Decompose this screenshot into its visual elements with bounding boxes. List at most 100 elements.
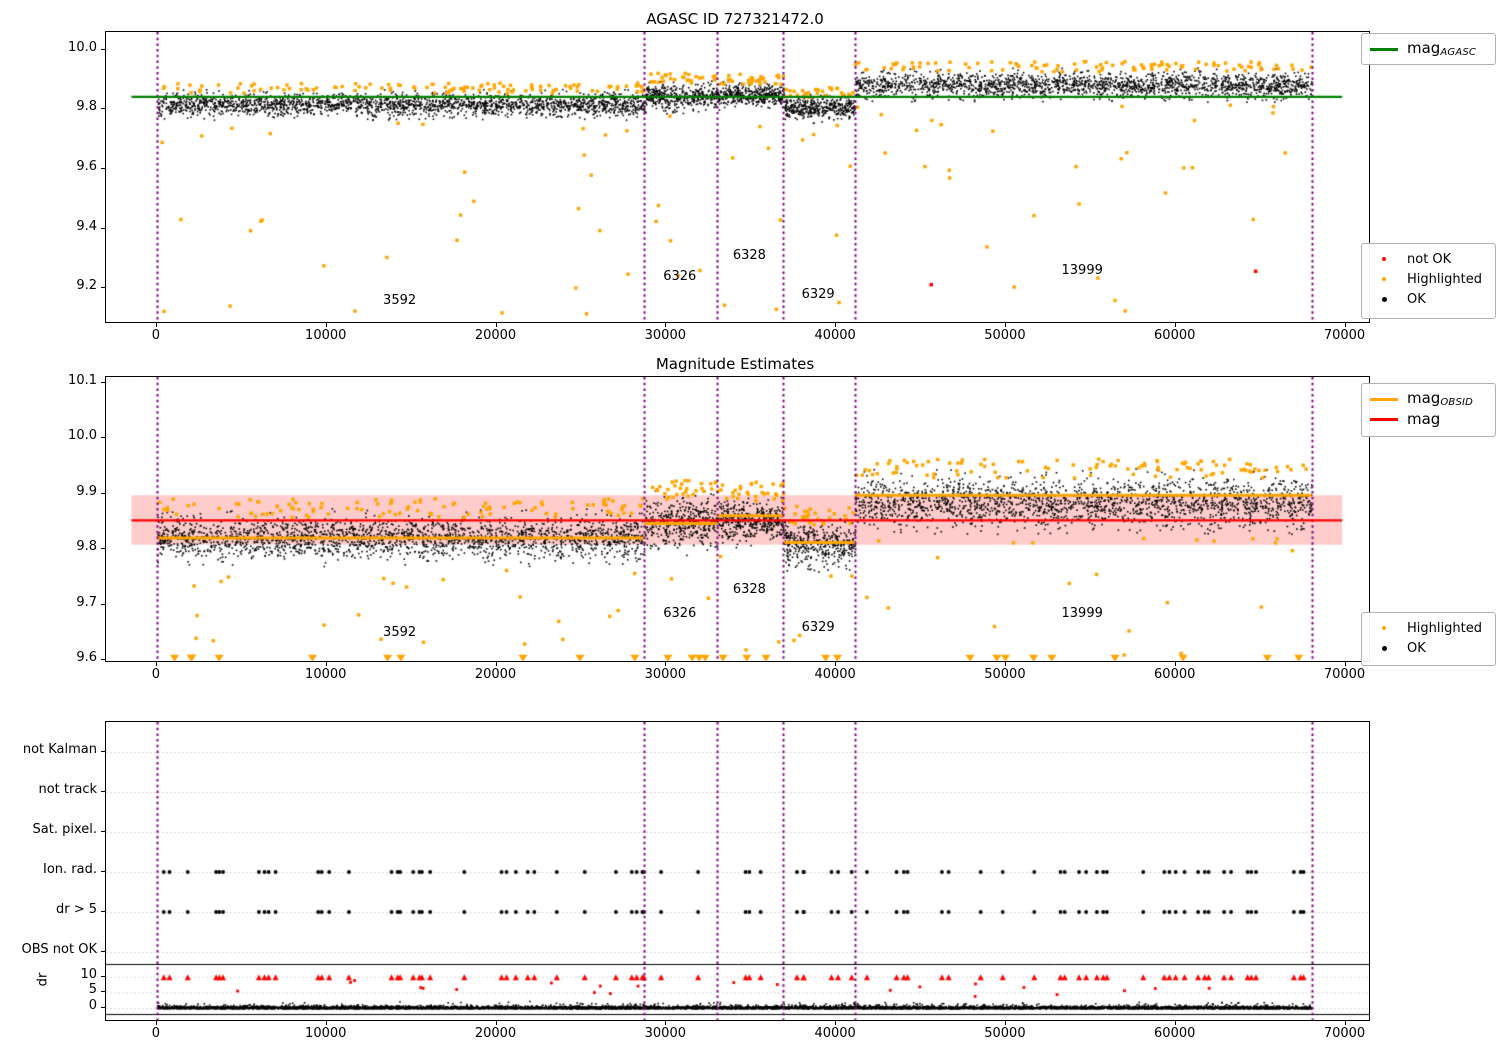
panel3-flag-label: OBS not OK: [21, 942, 98, 957]
panel1-obsid-label: 13999: [1061, 263, 1103, 279]
panel3-dr-ytick-mark: [101, 1007, 105, 1008]
panel3-axes: [105, 721, 1370, 1021]
panel3-xtick-mark: [155, 1021, 157, 1025]
panel2-xtick-mark: [1344, 662, 1346, 666]
panel1-ytick-mark: [101, 108, 105, 110]
panel1-xtick-mark: [1344, 323, 1346, 327]
panel1-axes: [105, 31, 1370, 323]
panel1-obsid-label: 6328: [732, 248, 766, 264]
panel1-legend-markers[interactable]: not OK Highlighted OK: [1361, 243, 1496, 319]
panel2-xtick-label: 40000: [814, 667, 856, 682]
legend-label-mag: mag: [1407, 410, 1441, 428]
panel1-ytick-label: 10.0: [68, 39, 97, 55]
legend-entry-ok: OK: [1370, 289, 1487, 309]
panel3-flag-label: dr > 5: [55, 902, 97, 917]
panel2-obsid-label: 6329: [801, 619, 835, 635]
panel2-xtick-mark: [665, 662, 667, 666]
panel1-xtick-mark: [835, 323, 837, 327]
panel3-dr-ytick-label: 10: [80, 966, 97, 982]
panel2-xtick-mark: [495, 662, 497, 666]
panel3-dr-ytick-mark: [101, 991, 105, 993]
panel3-xtick-label: 10000: [305, 1026, 347, 1041]
panel2-ytick-label: 10.0: [68, 428, 97, 444]
legend-entry-highlighted: Highlighted: [1370, 269, 1487, 289]
panel3-flag-label: not Kalman: [22, 742, 97, 757]
legend-entry-mag-obsid: magOBSID: [1370, 389, 1487, 409]
panel2-title: Magnitude Estimates: [655, 355, 815, 373]
panel2-xtick-mark: [155, 662, 157, 666]
panel1-ytick-mark: [101, 227, 105, 229]
panel2-ytick-mark: [101, 381, 105, 383]
legend-entry-mag-agasc: magAGASC: [1370, 39, 1487, 59]
panel2-ytick-mark: [101, 548, 105, 550]
panel2-ytick-label: 9.6: [76, 650, 97, 666]
panel3-dr-ytick-label: 0: [88, 998, 97, 1013]
panel3-xtick-mark: [325, 1021, 327, 1025]
panel2-legend-markers[interactable]: Highlighted OK: [1361, 612, 1496, 666]
panel2-xtick-label: 0: [151, 667, 161, 682]
panel1-xtick-label: 50000: [984, 328, 1026, 343]
panel2-xtick-mark: [1174, 662, 1176, 666]
panel1-xtick-mark: [1004, 323, 1006, 327]
panel1-xtick-label: 10000: [305, 328, 347, 343]
panel3-xtick-label: 30000: [644, 1026, 686, 1041]
panel3-xtick-mark: [1174, 1021, 1176, 1025]
panel1-xtick-label: 20000: [474, 328, 517, 343]
legend-dot-swatch-not-ok: [1370, 257, 1398, 261]
legend-dot-swatch-highlighted: [1370, 277, 1398, 281]
panel3-xtick-mark: [1004, 1021, 1006, 1025]
panel1-xtick-mark: [1174, 323, 1176, 327]
legend-entry-highlighted-2: Highlighted: [1370, 618, 1487, 638]
panel2-xtick-label: 70000: [1323, 667, 1366, 682]
panel2-ytick-mark: [101, 437, 105, 439]
panel1-obsid-label: 6329: [801, 287, 835, 303]
panel2-ytick-mark: [101, 603, 105, 605]
panel2-xtick-label: 60000: [1154, 667, 1196, 682]
panel2-obsid-label: 3592: [383, 625, 417, 641]
panel2-xtick-mark: [835, 662, 837, 666]
panel1-legend-magagasc[interactable]: magAGASC: [1361, 33, 1496, 65]
panel1-xtick-mark: [495, 323, 497, 327]
panel2-ytick-label: 10.1: [68, 372, 97, 388]
panel1-scatter-canvas: [106, 32, 1369, 322]
panel2-ytick-label: 9.9: [76, 483, 97, 499]
panel3-dr-ytick-label: 5: [88, 982, 97, 998]
panel2-xtick-mark: [325, 662, 327, 666]
panel3-xtick-label: 60000: [1154, 1026, 1196, 1041]
panel3-xtick-label: 70000: [1323, 1026, 1366, 1041]
panel3-flag-tick-mark: [101, 751, 105, 752]
panel1-ytick-label: 9.4: [76, 218, 97, 234]
panel2-xtick-label: 10000: [305, 667, 347, 682]
legend-dot-swatch-highlighted-2: [1370, 626, 1398, 630]
panel3-xtick-label: 40000: [814, 1026, 856, 1041]
legend-dot-swatch-ok-2: [1370, 645, 1398, 651]
panel3-xtick-mark: [665, 1021, 667, 1025]
legend-label-highlighted-2: Highlighted: [1407, 620, 1482, 636]
panel3-flag-label: Sat. pixel.: [32, 822, 97, 837]
panel3-dr-axis-label: dr: [35, 972, 51, 987]
panel1-ytick-mark: [101, 168, 105, 170]
panel1-xtick-label: 40000: [814, 328, 856, 343]
panel1-xtick-mark: [155, 323, 157, 327]
panel1-ytick-label: 9.6: [76, 159, 97, 175]
legend-label-ok: OK: [1407, 291, 1426, 307]
panel3-flag-label: not track: [38, 782, 97, 797]
panel2-obsid-label: 6326: [663, 605, 697, 621]
panel2-legend-lines[interactable]: magOBSID mag: [1361, 383, 1496, 437]
panel2-ytick-mark: [101, 492, 105, 494]
panel1-obsid-label: 6326: [663, 269, 697, 285]
panel1-xtick-mark: [325, 323, 327, 327]
panel3-xtick-mark: [1344, 1021, 1346, 1025]
legend-entry-mag: mag: [1370, 409, 1487, 429]
panel2-xtick-mark: [1004, 662, 1006, 666]
panel3-flag-tick-mark: [101, 831, 105, 832]
panel1-xtick-mark: [665, 323, 667, 327]
panel3-xtick-mark: [495, 1021, 497, 1025]
legend-label-highlighted: Highlighted: [1407, 271, 1482, 287]
panel3-flag-label: Ion. rad.: [43, 862, 97, 877]
panel2-xtick-label: 30000: [644, 667, 686, 682]
panel1-ytick-label: 9.2: [76, 278, 97, 294]
panel3-flag-tick-mark: [101, 791, 105, 792]
panel1-obsid-label: 3592: [383, 293, 417, 309]
